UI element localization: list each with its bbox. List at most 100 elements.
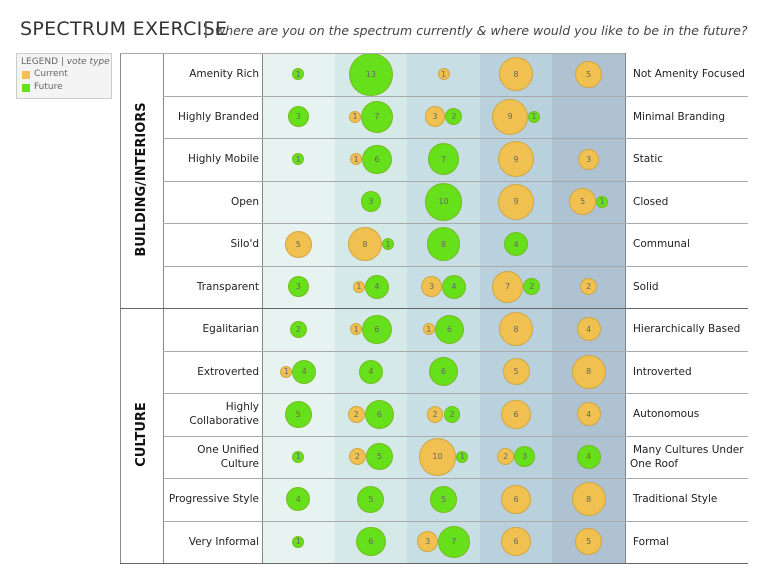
bubble: 3 <box>424 106 446 128</box>
left-label-line: Egalitarian <box>202 323 259 336</box>
bubble: 5 <box>430 485 457 513</box>
left-label: Egalitarian <box>163 308 259 351</box>
left-label-line: Progressive Style <box>168 493 259 506</box>
right-label: Closed <box>633 181 758 224</box>
bubble: 2 <box>426 405 444 423</box>
bubble: 5 <box>502 358 530 386</box>
bubble: 4 <box>364 274 389 299</box>
bubble: 4 <box>286 487 311 512</box>
right-label: Not Amenity Focused <box>633 53 758 96</box>
left-label-line: Highly <box>225 401 259 414</box>
bubble: 8 <box>499 57 534 92</box>
row-line <box>163 435 748 437</box>
bubble: 6 <box>362 144 392 174</box>
row-line <box>163 520 748 522</box>
row-line <box>163 393 748 394</box>
subtitle: where are you on the spectrum currently … <box>215 23 748 38</box>
bubble: 4 <box>576 402 601 427</box>
bubble: 2 <box>497 448 515 466</box>
bubble: 8 <box>571 482 606 517</box>
left-label: Highly Branded <box>163 96 259 139</box>
left-label-line: One Unified <box>197 443 259 456</box>
right-label: Minimal Branding <box>633 96 758 139</box>
bubble: 7 <box>491 270 524 303</box>
bubble: 1 <box>350 153 363 166</box>
left-label: Transparent <box>163 266 259 309</box>
bubble: 6 <box>362 314 392 344</box>
legend-label: Future <box>34 82 63 92</box>
right-label-line: Many Cultures Under <box>633 443 744 456</box>
legend-subtitle: vote type <box>66 57 110 67</box>
bubble: 7 <box>427 143 460 176</box>
bubble: 1 <box>596 195 609 208</box>
bubble: 3 <box>360 191 382 213</box>
left-label: Open <box>163 181 259 224</box>
bubble: 2 <box>443 405 461 423</box>
bubble: 4 <box>292 359 317 384</box>
bubble: 13 <box>349 52 393 96</box>
bubble: 4 <box>504 232 529 257</box>
row-line <box>163 265 748 267</box>
left-label-line: Culture <box>220 457 259 470</box>
bubble: 7 <box>438 525 470 558</box>
bubble: 3 <box>417 531 438 553</box>
left-label-line: Amenity Rich <box>189 68 259 81</box>
bubble: 6 <box>434 314 465 344</box>
right-label: Many Cultures Under One Roof <box>630 436 758 479</box>
title: SPECTRUM EXERCISE <box>20 18 228 40</box>
bubble: 1 <box>350 323 363 336</box>
bubble: 1 <box>292 153 305 166</box>
right-label-line: Solid <box>633 280 659 293</box>
bubble: 9 <box>492 98 529 135</box>
right-label-line: Static <box>633 153 664 166</box>
bubble: 8 <box>347 227 382 262</box>
bubble: 5 <box>575 60 603 88</box>
right-label-line: Closed <box>633 195 669 208</box>
bubble: 3 <box>421 276 442 298</box>
left-label-line: Highly Mobile <box>187 153 259 166</box>
bubble: 1 <box>292 68 305 81</box>
bubble: 2 <box>289 320 307 338</box>
right-label: Communal <box>633 223 758 266</box>
legend-label: Current <box>34 69 68 79</box>
left-label-line: Collaborative <box>189 415 259 428</box>
group-line <box>120 308 748 309</box>
bubble: 5 <box>284 400 312 428</box>
bubble: 9 <box>498 183 535 220</box>
bubble: 4 <box>358 359 383 384</box>
left-label: Highly Mobile <box>163 138 259 181</box>
bubble: 6 <box>501 527 531 557</box>
bubble: 5 <box>569 188 597 216</box>
bubble: 6 <box>428 357 459 387</box>
row-line <box>163 350 748 352</box>
bubble: 1 <box>437 68 450 81</box>
right-label: Autonomous <box>633 393 758 436</box>
legend-swatch <box>22 71 30 79</box>
bubble: 2 <box>580 278 598 296</box>
row-line <box>163 223 748 224</box>
right-label: Static <box>633 138 758 181</box>
right-label: Formal <box>633 521 758 564</box>
group-label: CULTURE <box>133 401 149 467</box>
bubble: 6 <box>356 527 386 557</box>
group-line <box>120 563 748 564</box>
frame-line <box>120 53 625 54</box>
legend-title: LEGEND <box>21 57 59 67</box>
right-label-line: Formal <box>633 535 669 548</box>
legend: LEGEND | vote type Current Future <box>16 53 112 99</box>
right-label-line: Introverted <box>633 365 692 378</box>
bubble: 5 <box>284 230 312 258</box>
right-label: Hierarchically Based <box>633 308 758 351</box>
bubble: 1 <box>381 238 394 251</box>
bubble: 1 <box>528 110 541 123</box>
left-label-line: Silo'd <box>230 238 259 251</box>
bubble: 3 <box>514 446 535 468</box>
right-label: Solid <box>633 266 758 309</box>
right-label: Introverted <box>633 351 758 394</box>
bubble: 5 <box>357 485 385 513</box>
right-label-line: Traditional Style <box>633 493 718 506</box>
legend-header: LEGEND | vote type <box>21 57 110 67</box>
left-label: One Unified Culture <box>163 436 259 479</box>
left-label-line: Open <box>230 195 259 208</box>
